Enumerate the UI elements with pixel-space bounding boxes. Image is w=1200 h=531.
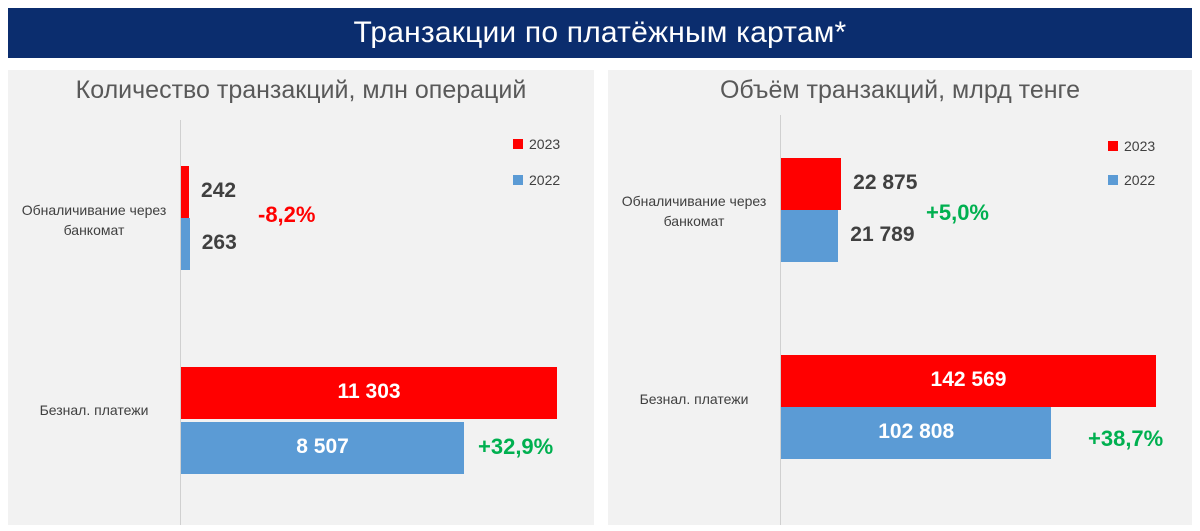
bar-2023 xyxy=(181,166,190,218)
data-label: 263 xyxy=(201,231,237,254)
legend-item: 2023 xyxy=(513,136,560,152)
data-label: 11 303 xyxy=(337,380,401,403)
bar-2022 xyxy=(181,218,190,270)
change-annotation: +38,7% xyxy=(1088,426,1164,451)
chart-title: Объём транзакций, млрд тенге xyxy=(719,76,1081,104)
data-label: 102 808 xyxy=(878,420,955,443)
change-annotation: -8,2% xyxy=(258,202,316,227)
category-axis-line xyxy=(780,115,781,525)
data-label: 21 789 xyxy=(850,223,915,246)
category-label: Обналичивание через банкомат xyxy=(621,193,767,229)
bar-2022 xyxy=(181,422,465,474)
data-label: 8 507 xyxy=(296,435,349,458)
bar-2023 xyxy=(181,367,558,419)
legend-swatch xyxy=(513,175,523,185)
legend-label: 2022 xyxy=(529,172,561,188)
bar-2022 xyxy=(781,407,1052,459)
category-label: Безнал. платежи xyxy=(639,391,749,407)
data-label: 22 875 xyxy=(853,171,918,194)
page-title: Транзакции по платёжным картам* xyxy=(353,16,847,49)
bar-2022 xyxy=(781,210,839,262)
page-title-banner: Транзакции по платёжным картам* xyxy=(8,8,1192,58)
category-label: Безнал. платежи xyxy=(39,402,149,418)
legend-swatch xyxy=(1108,141,1118,151)
category-axis-line xyxy=(180,120,181,525)
bar-2023 xyxy=(781,355,1156,407)
data-label: 242 xyxy=(201,179,237,202)
legend-swatch xyxy=(513,139,523,149)
chart-panel-transaction-volume: Объём транзакций, млрд тенге Обналичиван… xyxy=(608,70,1192,525)
legend-label: 2023 xyxy=(1124,138,1156,154)
legend-swatch xyxy=(1108,175,1118,185)
change-annotation: +5,0% xyxy=(926,200,989,225)
chart-panel-transaction-count: Количество транзакций, млн операций Обна… xyxy=(8,70,594,525)
bar-2023 xyxy=(781,158,842,210)
legend-label: 2022 xyxy=(1124,172,1156,188)
chart-title: Количество транзакций, млн операций xyxy=(75,76,527,104)
legend-label: 2023 xyxy=(529,136,561,152)
data-label: 142 569 xyxy=(930,368,1007,391)
category-label: Обналичивание через банкомат xyxy=(21,202,167,238)
legend-item: 2022 xyxy=(513,172,560,188)
change-annotation: +32,9% xyxy=(478,434,554,459)
legend-item: 2023 xyxy=(1108,138,1155,154)
legend-item: 2022 xyxy=(1108,172,1155,188)
